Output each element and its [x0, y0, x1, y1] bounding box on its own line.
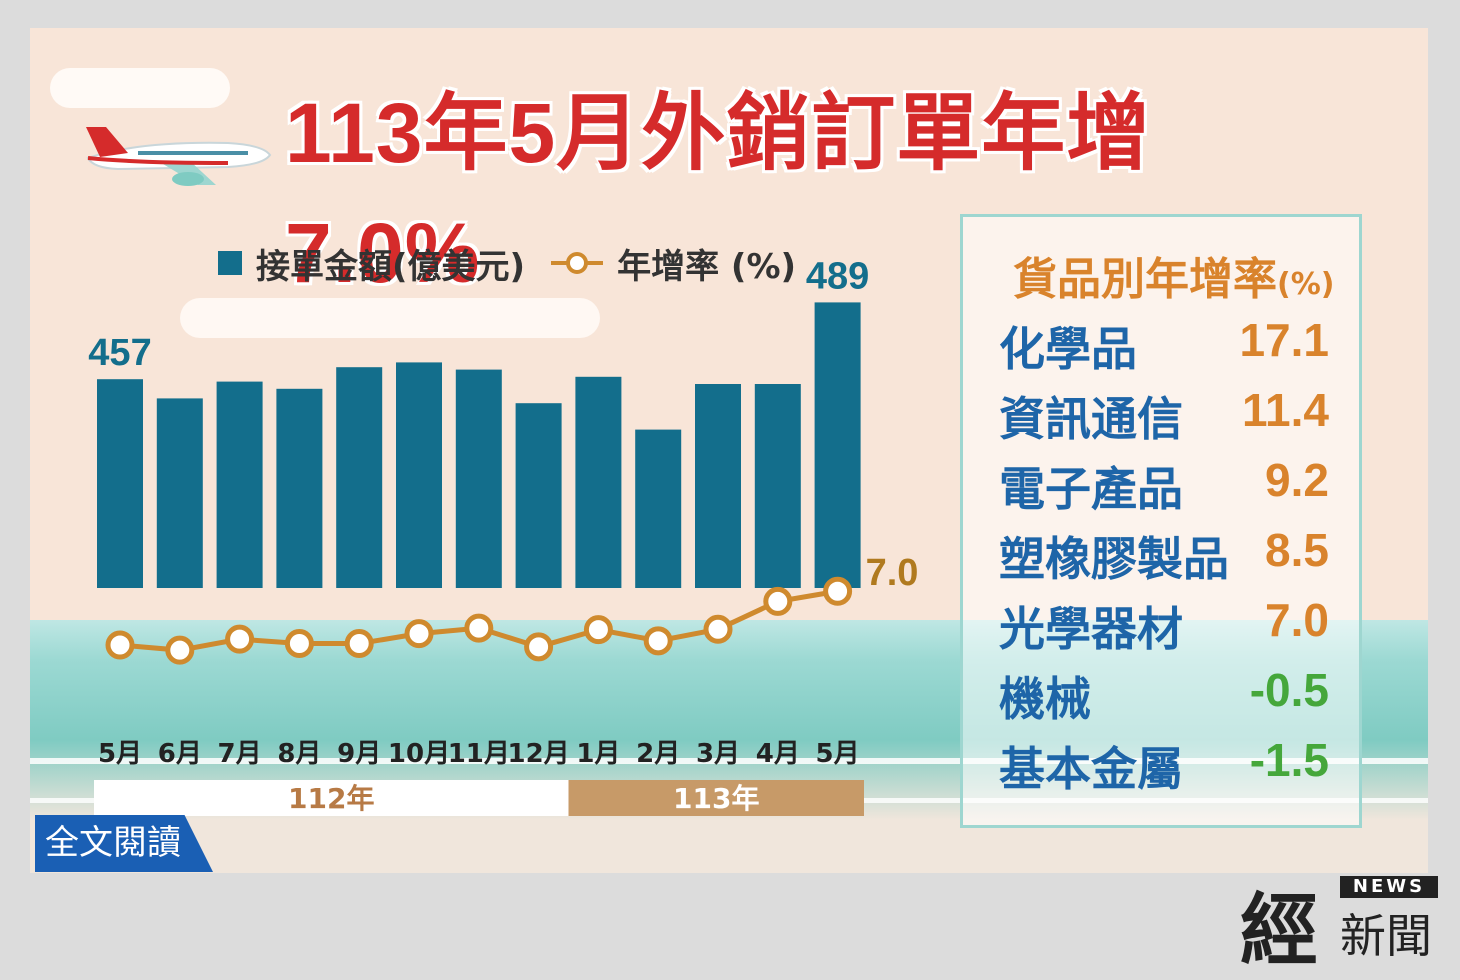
x-tick-label: 8月: [277, 739, 321, 769]
goods-growth-value: 7.0: [1265, 594, 1329, 646]
goods-name: 光學器材: [999, 602, 1183, 656]
airplane-icon: [86, 127, 272, 186]
read-full-text-button[interactable]: 全文閱讀: [35, 815, 213, 872]
goods-row: 電子產品 9.2: [999, 453, 1329, 516]
goods-row: 基本金屬 -1.5: [999, 733, 1329, 796]
goods-name: 基本金屬: [999, 742, 1183, 796]
cloud-decoration: [180, 298, 600, 338]
goods-growth-panel: 貨品別年增率(%) 化學品 17.1 資訊通信 11.4 電子產品 9.2 塑橡膠製品 8.5…: [960, 214, 1362, 828]
bar-13: [814, 302, 861, 588]
goods-growth-value: 8.5: [1265, 524, 1329, 576]
x-tick-label: 2月: [636, 739, 680, 769]
legend-bar-label: 接單金額(億美元): [256, 246, 526, 287]
cloud-decoration: [50, 68, 230, 108]
goods-name: 資訊通信: [999, 392, 1183, 446]
bar-8: [515, 403, 562, 588]
x-tick-label: 6月: [158, 739, 202, 769]
growth-point-5: [344, 628, 374, 658]
legend-bar-swatch: [218, 251, 242, 275]
legend-line-swatch: [551, 252, 604, 274]
logo-main-char: 經: [1240, 885, 1319, 976]
growth-point-2: [165, 635, 195, 665]
bar-1: [97, 379, 143, 588]
bar-7: [455, 369, 502, 588]
x-tick-label: 5月: [816, 739, 860, 769]
news-logo: 經 NEWS 新聞: [1240, 872, 1445, 976]
goods-panel-title: 貨品別年增率(%): [1013, 243, 1334, 307]
goods-title-unit: (%): [1277, 267, 1335, 302]
logo-sub-text: 新聞: [1340, 909, 1432, 963]
goods-row: 塑橡膠製品 8.5: [999, 523, 1329, 586]
growth-point-4: [284, 628, 314, 658]
goods-row: 資訊通信 11.4: [999, 383, 1329, 446]
year-label-1: 112年: [288, 782, 374, 815]
bar-9: [575, 376, 622, 588]
growth-point-9: [583, 615, 613, 645]
goods-growth-value: 9.2: [1265, 454, 1329, 506]
year-label-2: 113年: [673, 782, 759, 815]
data-label-2: 489: [806, 255, 869, 297]
x-tick-label: 10月: [388, 739, 450, 769]
bar-10: [635, 429, 682, 588]
goods-growth-value: 17.1: [1239, 314, 1329, 366]
x-tick-label: 7月: [218, 739, 262, 769]
x-tick-label: 9月: [337, 739, 381, 769]
x-tick-label: 4月: [756, 739, 800, 769]
goods-row: 光學器材 7.0: [999, 593, 1329, 656]
year-band-1: [94, 780, 569, 816]
goods-name: 電子產品: [999, 462, 1183, 516]
growth-point-8: [524, 632, 554, 662]
growth-point-10: [643, 626, 673, 656]
growth-point-3: [225, 624, 255, 654]
growth-point-7: [464, 613, 494, 643]
data-label-1: 457: [88, 332, 151, 374]
year-band-2: [568, 780, 864, 816]
railing-decoration: [30, 758, 1428, 764]
growth-point-12: [763, 586, 793, 616]
x-tick-label: 11月: [448, 739, 510, 769]
growth-point-11: [703, 614, 733, 644]
bar-11: [695, 384, 741, 588]
goods-row: 機械 -0.5: [999, 663, 1329, 726]
bar-4: [276, 388, 323, 588]
goods-growth-value: -0.5: [1249, 664, 1329, 716]
goods-row: 化學品 17.1: [999, 313, 1329, 376]
data-label-3: 7.0: [866, 552, 919, 594]
goods-title-text: 貨品別年增率: [1013, 254, 1277, 305]
page-title: 113年5月外銷訂單年增7.0%: [285, 86, 1152, 300]
bar-12: [754, 384, 801, 588]
x-tick-label: 5月: [98, 739, 142, 769]
infographic-card: 113年5月外銷訂單年增7.0% 接單金額(億美元) 年增率 (%) 457 48…: [30, 28, 1428, 873]
goods-growth-value: 11.4: [1242, 384, 1329, 436]
legend-line-label: 年增率 (%): [617, 246, 797, 287]
goods-name: 塑橡膠製品: [999, 532, 1229, 586]
x-tick-label: 3月: [696, 739, 740, 769]
x-tick-label: 1月: [576, 739, 620, 769]
goods-name: 化學品: [999, 322, 1137, 376]
goods-growth-value: -1.5: [1249, 734, 1329, 786]
bar-3: [216, 381, 263, 588]
growth-point-13: [823, 576, 853, 606]
growth-point-6: [404, 619, 434, 649]
bar-2: [156, 398, 203, 588]
x-tick-label: 12月: [508, 739, 570, 769]
chart-legend: 接單金額(億美元) 年增率 (%): [218, 238, 796, 288]
goods-name: 機械: [999, 672, 1091, 726]
bar-5: [336, 367, 383, 588]
bar-6: [396, 362, 442, 588]
logo-news-tag: NEWS: [1340, 876, 1438, 898]
growth-point-1: [105, 630, 135, 660]
